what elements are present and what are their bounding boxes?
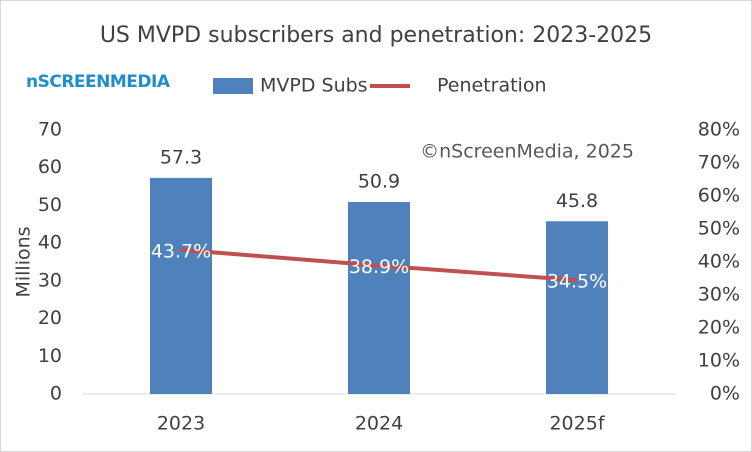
- y2-tick-label: 10%: [698, 350, 740, 372]
- line-value-label: 34.5%: [547, 271, 607, 293]
- y-tick-label: 20: [38, 307, 62, 329]
- line-value-label: 43.7%: [151, 240, 211, 262]
- logo: nSCREENMEDIA: [26, 72, 171, 92]
- x-tick-label: 2024: [355, 413, 403, 435]
- bar-value-label: 57.3: [160, 146, 202, 168]
- line: [180, 247, 578, 283]
- legend-swatch: [213, 78, 253, 94]
- legend-label: Penetration: [437, 75, 547, 97]
- bar: [348, 202, 410, 394]
- y-tick-label: 10: [38, 345, 62, 367]
- y2-tick-label: 80%: [698, 119, 740, 141]
- y2-tick-label: 40%: [698, 251, 740, 273]
- y-tick-label: 70: [38, 119, 62, 141]
- y2-tick-label: 20%: [698, 317, 740, 339]
- y-tick-label: 60: [38, 156, 62, 178]
- y-axis-label: Millions: [13, 226, 35, 297]
- annotation: ©nScreenMedia, 2025: [420, 141, 634, 163]
- x-tick-label: 2023: [157, 413, 205, 435]
- y-tick-label: 40: [38, 232, 62, 254]
- line-value-label: 38.9%: [349, 256, 409, 278]
- bar: [546, 221, 608, 394]
- bar-value-label: 50.9: [358, 171, 400, 193]
- y2-tick-label: 70%: [698, 152, 740, 174]
- y2-tick-label: 0%: [710, 383, 740, 405]
- bar-value-label: 45.8: [556, 190, 598, 212]
- bar: [150, 177, 212, 394]
- y-tick-label: 30: [38, 269, 62, 291]
- y2-tick-label: 60%: [698, 185, 740, 207]
- y-tick-label: 50: [38, 194, 62, 216]
- y-tick-label: 0: [50, 383, 62, 405]
- x-tick-label: 2025f: [549, 413, 605, 435]
- y2-tick-label: 30%: [698, 284, 740, 306]
- chart-title: US MVPD subscribers and penetration: 202…: [100, 23, 652, 48]
- legend-label: MVPD Subs: [260, 75, 368, 97]
- y2-tick-label: 50%: [698, 218, 740, 240]
